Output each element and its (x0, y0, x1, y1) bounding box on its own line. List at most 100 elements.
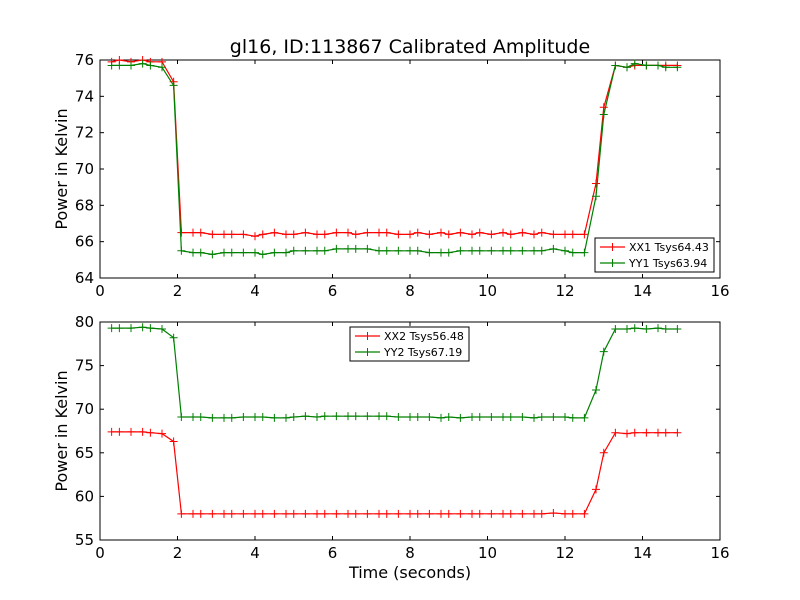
legend-box (349, 326, 470, 362)
data-point (394, 413, 403, 422)
x-tick-label: 10 (478, 282, 497, 300)
data-point (169, 437, 178, 446)
data-point (251, 509, 259, 518)
data-point (568, 230, 577, 239)
data-point (177, 246, 186, 255)
data-point (251, 413, 259, 422)
x-tick-label: 14 (633, 282, 652, 300)
data-point (127, 324, 135, 333)
data-point (530, 509, 538, 518)
data-point (208, 250, 217, 259)
data-point (630, 59, 639, 68)
data-point (530, 230, 538, 239)
legend-marker (608, 243, 617, 251)
data-point (599, 448, 608, 457)
data-point (437, 228, 445, 237)
data-point (673, 428, 682, 437)
data-point (375, 228, 383, 237)
series-2 (107, 59, 682, 259)
data-point (332, 509, 341, 518)
x-tick-label: 16 (710, 544, 729, 562)
data-point (107, 427, 116, 436)
data-point (351, 412, 360, 421)
data-point (196, 413, 205, 422)
data-point (158, 429, 166, 438)
data-point (382, 412, 391, 421)
data-point (599, 110, 608, 119)
x-tick-label: 16 (710, 282, 729, 300)
data-point (196, 248, 205, 257)
data-point (301, 228, 310, 237)
legend-marker (363, 332, 372, 340)
x-tick-label: 6 (328, 544, 338, 562)
data-point (169, 333, 178, 342)
data-point (169, 81, 178, 90)
data-point (487, 230, 496, 239)
data-point (363, 412, 372, 421)
data-point (654, 324, 662, 333)
data-point (177, 228, 186, 237)
data-point (530, 246, 538, 255)
data-point (332, 244, 341, 253)
data-point (239, 509, 248, 518)
data-point (344, 412, 352, 421)
legend-label: YY1 Tsys63.94 (628, 257, 707, 270)
data-point (382, 509, 391, 518)
data-point (282, 413, 290, 422)
data-point (475, 413, 484, 422)
data-point (406, 413, 414, 422)
data-point (499, 509, 507, 518)
data-point (549, 230, 558, 239)
data-point (661, 428, 670, 437)
data-point (375, 509, 383, 518)
data-point (382, 246, 391, 255)
x-tick-label: 12 (555, 544, 574, 562)
data-point (351, 509, 360, 518)
data-point (239, 248, 248, 257)
data-point (332, 412, 341, 421)
x-tick-label: 4 (250, 282, 260, 300)
data-point (394, 509, 403, 518)
data-point (146, 428, 155, 437)
data-point (196, 228, 205, 237)
data-point (537, 246, 546, 255)
data-point (196, 509, 205, 518)
y-tick-label: 64 (75, 269, 94, 287)
data-point (630, 428, 639, 437)
data-point (115, 61, 124, 70)
data-point (220, 509, 228, 518)
data-point (549, 508, 558, 517)
y-tick-label: 65 (75, 444, 94, 462)
data-point (456, 509, 465, 518)
data-point (592, 179, 600, 188)
data-point (518, 413, 527, 422)
data-point (251, 248, 259, 257)
data-point (146, 61, 155, 70)
data-point (437, 413, 445, 422)
data-point (506, 509, 515, 518)
data-point (468, 413, 476, 422)
data-point (642, 428, 651, 437)
series-1 (107, 427, 682, 518)
data-point (375, 246, 383, 255)
data-point (406, 509, 414, 518)
data-point (592, 192, 600, 201)
data-point (592, 485, 600, 494)
data-point (561, 509, 569, 518)
data-point (623, 324, 631, 333)
data-point (344, 509, 352, 518)
data-point (127, 427, 135, 436)
data-point (289, 509, 298, 518)
data-point (561, 230, 569, 239)
data-point (375, 412, 383, 421)
x-tick-label: 6 (328, 282, 338, 300)
y-tick-label: 66 (75, 233, 94, 251)
legend-label: XX1 Tsys64.43 (629, 241, 709, 254)
data-point (580, 413, 589, 422)
series-2 (107, 323, 682, 422)
data-point (599, 347, 608, 356)
x-tick-label: 8 (405, 282, 415, 300)
x-tick-label: 0 (95, 282, 105, 300)
y-tick-label: 70 (75, 400, 94, 418)
